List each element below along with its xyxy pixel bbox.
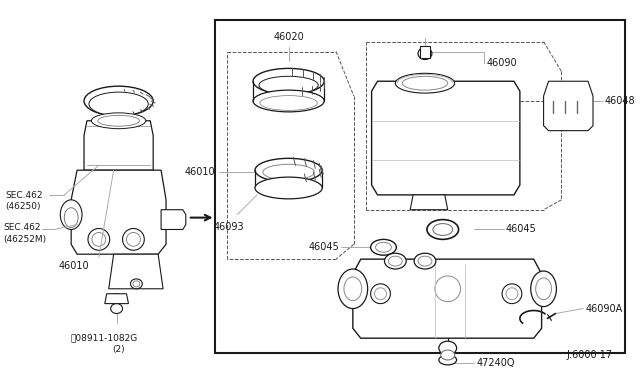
Ellipse shape	[427, 219, 459, 239]
Polygon shape	[84, 121, 153, 170]
Ellipse shape	[255, 177, 322, 199]
Text: 46045: 46045	[308, 242, 339, 252]
Ellipse shape	[502, 284, 522, 304]
Ellipse shape	[418, 48, 432, 60]
Ellipse shape	[439, 355, 456, 365]
Ellipse shape	[122, 228, 144, 250]
Ellipse shape	[531, 271, 556, 307]
Text: 46048: 46048	[605, 96, 636, 106]
Ellipse shape	[371, 284, 390, 304]
Text: SEC.462: SEC.462	[3, 223, 40, 232]
Polygon shape	[410, 195, 448, 210]
Ellipse shape	[92, 113, 146, 129]
Ellipse shape	[439, 341, 456, 355]
Polygon shape	[543, 81, 593, 131]
Ellipse shape	[111, 304, 122, 314]
Text: 46090A: 46090A	[585, 304, 622, 314]
Text: (46252M): (46252M)	[3, 235, 46, 244]
Polygon shape	[353, 259, 541, 338]
Ellipse shape	[418, 256, 432, 266]
Text: (46250): (46250)	[5, 202, 40, 211]
Polygon shape	[161, 210, 186, 230]
Ellipse shape	[88, 228, 109, 250]
Ellipse shape	[344, 277, 362, 301]
Ellipse shape	[112, 294, 122, 304]
Text: ⓝ08911-1082G: ⓝ08911-1082G	[70, 333, 138, 342]
Ellipse shape	[433, 224, 452, 235]
Ellipse shape	[98, 115, 140, 126]
Ellipse shape	[338, 269, 367, 308]
Ellipse shape	[60, 200, 82, 230]
Text: 46020: 46020	[273, 32, 304, 42]
Ellipse shape	[133, 281, 140, 287]
Ellipse shape	[371, 239, 396, 255]
Text: SEC.462: SEC.462	[5, 191, 42, 201]
Ellipse shape	[385, 253, 406, 269]
Text: 47240Q: 47240Q	[476, 358, 515, 368]
Text: 46010: 46010	[59, 261, 90, 271]
Ellipse shape	[376, 242, 392, 252]
Text: (2): (2)	[112, 345, 125, 354]
Text: 46090: 46090	[486, 58, 517, 68]
Ellipse shape	[414, 253, 436, 269]
Ellipse shape	[89, 92, 148, 116]
Text: 46093: 46093	[214, 222, 244, 232]
Ellipse shape	[506, 288, 518, 300]
Ellipse shape	[441, 350, 454, 360]
Text: 46045: 46045	[506, 224, 537, 234]
Polygon shape	[105, 294, 129, 304]
Ellipse shape	[260, 96, 317, 110]
Text: J:6000 17: J:6000 17	[566, 350, 612, 360]
Ellipse shape	[420, 49, 429, 58]
Ellipse shape	[374, 288, 387, 300]
Ellipse shape	[388, 256, 403, 266]
Ellipse shape	[253, 90, 324, 112]
Polygon shape	[216, 20, 625, 353]
Ellipse shape	[253, 68, 324, 94]
Ellipse shape	[64, 208, 78, 228]
Ellipse shape	[84, 86, 153, 116]
Polygon shape	[71, 170, 166, 254]
Ellipse shape	[255, 158, 322, 182]
Ellipse shape	[131, 279, 142, 289]
Ellipse shape	[536, 278, 552, 300]
Ellipse shape	[435, 276, 461, 302]
Polygon shape	[420, 46, 430, 58]
Polygon shape	[109, 254, 163, 289]
Ellipse shape	[396, 73, 454, 93]
Polygon shape	[372, 81, 520, 195]
Ellipse shape	[403, 76, 448, 90]
Ellipse shape	[92, 232, 106, 246]
Ellipse shape	[127, 232, 140, 246]
Ellipse shape	[259, 76, 318, 94]
Text: 46010: 46010	[185, 167, 216, 177]
Ellipse shape	[263, 164, 314, 180]
